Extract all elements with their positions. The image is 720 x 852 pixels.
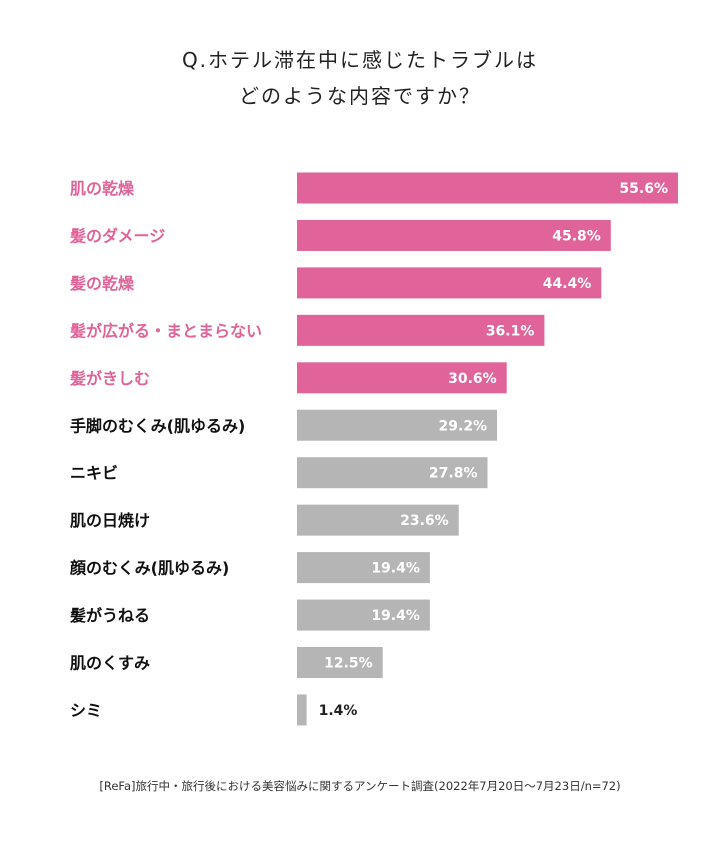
chart-title-line1: Q.ホテル滞在中に感じたトラブルは [181,48,539,72]
value-label: 1.4% [319,703,358,719]
category-label: 髪のダメージ [69,226,165,245]
bar [297,362,507,394]
bar [297,457,488,489]
category-label: 髪がうねる [69,606,150,625]
category-label: 顔のむくみ(肌ゆるみ) [69,559,229,578]
category-label: 肌のくすみ [70,654,150,673]
category-label: 髪がきしむ [69,369,150,388]
category-label: 髪の乾燥 [69,274,135,293]
value-label: 30.6% [448,371,497,387]
value-label: 45.8% [552,228,601,244]
bar [297,267,602,299]
value-label: 19.4% [371,561,420,577]
category-label: 肌の乾燥 [70,179,135,198]
chart-title: Q.ホテル滞在中に感じたトラブルは どのような内容ですか？ [0,42,720,114]
category-label: ニキビ [70,464,118,483]
value-label: 27.8% [429,466,478,482]
value-label: 44.4% [543,276,592,292]
bar [297,172,678,204]
chart-title-line2: どのような内容ですか？ [239,84,481,108]
bar [297,552,430,584]
value-label: 36.1% [486,323,535,339]
bar [297,314,545,346]
bar [297,599,430,631]
value-label: 23.6% [400,513,449,529]
bar [297,504,459,536]
value-label: 12.5% [324,656,373,672]
value-label: 55.6% [619,181,668,197]
bar [297,694,307,726]
category-label: シミ [70,701,102,720]
bar [297,409,498,441]
bar-chart: 肌の乾燥 55.6% 髪のダメージ 45.8% 髪の乾燥 44.4% 髪が広がる・まとまらな… [69,172,678,726]
value-label: 29.2% [439,418,488,434]
category-label: 肌の日焼け [70,511,150,530]
category-label: 髪が広がる・まとまらない [69,321,262,340]
survey-source-note: [ReFa]旅行中・旅行後における美容悩みに関するアンケート調査(2022年7月… [99,779,621,793]
bar [297,219,611,251]
value-label: 19.4% [371,608,420,624]
category-label: 手脚のむくみ(肌ゆるみ) [70,416,245,435]
bar [297,647,383,678]
